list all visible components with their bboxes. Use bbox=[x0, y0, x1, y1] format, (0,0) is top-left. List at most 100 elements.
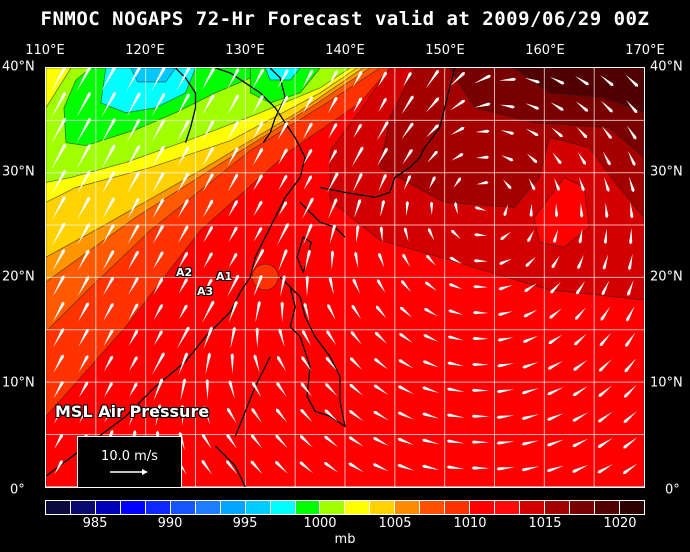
wind-arrow bbox=[251, 381, 262, 398]
wind-arrow bbox=[328, 123, 338, 139]
wind-arrow bbox=[101, 65, 116, 93]
colorbar-swatch bbox=[46, 501, 71, 514]
wind-arrow bbox=[427, 228, 435, 241]
pressure-field bbox=[45, 65, 645, 488]
wind-arrow bbox=[301, 329, 311, 346]
marker-a1: A1 bbox=[216, 270, 233, 283]
wind-arrow bbox=[521, 466, 540, 472]
wind-arrow bbox=[549, 308, 562, 319]
wind-arrow bbox=[328, 149, 337, 164]
wind-arrow bbox=[626, 125, 637, 140]
wind-arrow bbox=[52, 301, 65, 323]
wind-arrow bbox=[51, 143, 67, 170]
wind-arrow bbox=[549, 76, 565, 85]
wind-arrow bbox=[602, 151, 611, 166]
wind-arrow bbox=[376, 279, 386, 293]
wind-arrow bbox=[400, 306, 413, 318]
wind-arrow bbox=[201, 459, 213, 475]
colorbar-swatch bbox=[145, 501, 171, 514]
wind-arrow bbox=[303, 122, 313, 140]
wind-arrow bbox=[601, 280, 610, 296]
wind-arrow bbox=[525, 128, 539, 137]
wind-arrow bbox=[151, 119, 165, 143]
wind-arrow bbox=[299, 461, 314, 474]
wind-arrow bbox=[447, 361, 464, 367]
wind-arrow bbox=[227, 94, 240, 116]
colorbar-tick: 1000 bbox=[303, 516, 337, 531]
wind-arrow bbox=[626, 100, 638, 114]
wind-arrow bbox=[51, 117, 67, 144]
wind-scale-label: 10.0 m/s bbox=[101, 449, 158, 464]
wind-arrow bbox=[176, 93, 190, 117]
wind-arrow bbox=[521, 440, 540, 446]
lat-label: 20°N bbox=[2, 269, 35, 285]
wind-arrow bbox=[601, 126, 612, 139]
wind-arrow bbox=[52, 249, 66, 272]
wind-arrow bbox=[397, 463, 415, 471]
wind-arrow bbox=[474, 233, 488, 237]
wind-arrow bbox=[324, 435, 339, 448]
wind-arrow bbox=[627, 253, 633, 271]
wind-arrow bbox=[472, 311, 489, 315]
wind-arrow bbox=[500, 231, 511, 240]
wind-arrow bbox=[153, 330, 163, 346]
wind-arrow bbox=[178, 251, 189, 269]
wind-arrow bbox=[327, 304, 336, 320]
wind-arrow bbox=[126, 118, 141, 143]
pressure-map bbox=[45, 65, 645, 488]
wind-arrow bbox=[625, 74, 639, 87]
wind-arrow bbox=[525, 256, 536, 267]
wind-arrow bbox=[303, 175, 313, 190]
wind-arrow bbox=[552, 152, 562, 165]
wind-arrow bbox=[397, 411, 415, 420]
colorbar-tick: 985 bbox=[82, 516, 108, 531]
wind-arrow bbox=[402, 253, 410, 267]
wind-arrow bbox=[350, 331, 362, 345]
wind-arrow bbox=[623, 437, 638, 449]
wind-arrow bbox=[580, 202, 584, 218]
colorbar-swatch bbox=[120, 501, 146, 514]
colorbar-swatch bbox=[170, 501, 196, 514]
wind-arrow bbox=[77, 275, 90, 297]
wind-arrow bbox=[104, 382, 113, 398]
wind-arrow bbox=[598, 411, 613, 423]
colorbar-tick: 995 bbox=[232, 516, 258, 531]
wind-arrow bbox=[572, 412, 589, 422]
wind-arrow bbox=[302, 69, 314, 89]
wind-arrow bbox=[53, 354, 64, 373]
wind-arrow bbox=[127, 197, 140, 220]
wind-arrow bbox=[177, 146, 190, 168]
wind-arrow bbox=[349, 410, 364, 422]
wind-arrow bbox=[252, 95, 264, 115]
wind-arrow bbox=[330, 250, 335, 270]
wind-arrow bbox=[402, 149, 413, 165]
wind-arrow bbox=[624, 384, 637, 398]
wind-arrow bbox=[598, 359, 612, 372]
marker-a2: A2 bbox=[176, 266, 193, 279]
wind-arrow bbox=[280, 301, 284, 323]
wind-arrow bbox=[301, 197, 314, 220]
wind-arrow bbox=[579, 177, 585, 192]
wind-arrow bbox=[328, 277, 334, 295]
wind-arrow bbox=[622, 463, 638, 474]
wind-vectors bbox=[51, 65, 639, 479]
wind-arrow bbox=[496, 389, 515, 394]
wind-arrow bbox=[476, 180, 489, 185]
wind-arrow bbox=[228, 200, 238, 217]
wind-arrow bbox=[401, 280, 412, 293]
wind-arrow bbox=[153, 378, 164, 401]
wind-arrow bbox=[153, 303, 163, 320]
wind-arrow bbox=[451, 153, 464, 161]
wind-arrow bbox=[403, 227, 409, 242]
wind-arrow bbox=[176, 119, 190, 142]
wind-arrow bbox=[600, 100, 613, 113]
wind-arrow bbox=[500, 130, 515, 135]
wind-arrow bbox=[422, 412, 440, 419]
wind-arrow bbox=[76, 65, 91, 93]
colorbar-swatch bbox=[445, 501, 471, 514]
wind-arrow bbox=[351, 146, 364, 167]
colorbar-swatch bbox=[495, 501, 521, 514]
wind-arrow bbox=[578, 228, 583, 244]
wind-arrow bbox=[275, 461, 288, 474]
wind-arrow bbox=[625, 332, 636, 347]
